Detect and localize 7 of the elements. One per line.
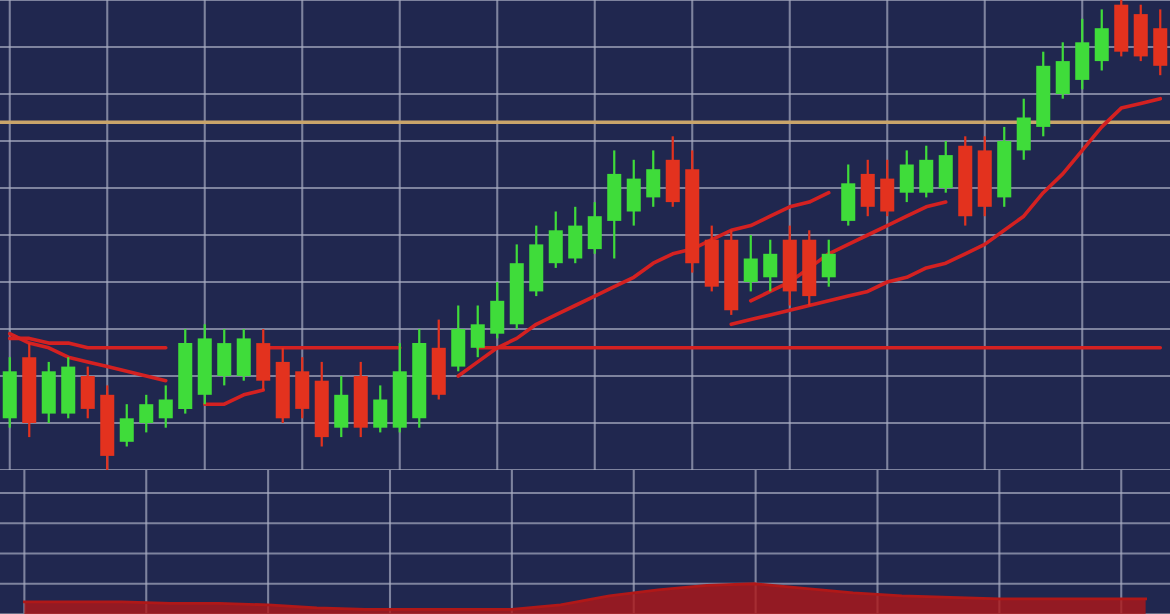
candlestick bbox=[139, 393, 154, 434]
candlestick bbox=[470, 304, 485, 359]
candlestick bbox=[119, 403, 134, 448]
candlestick bbox=[763, 238, 778, 293]
candlestick bbox=[158, 384, 173, 429]
candlestick bbox=[743, 233, 758, 293]
candlestick bbox=[821, 238, 836, 288]
